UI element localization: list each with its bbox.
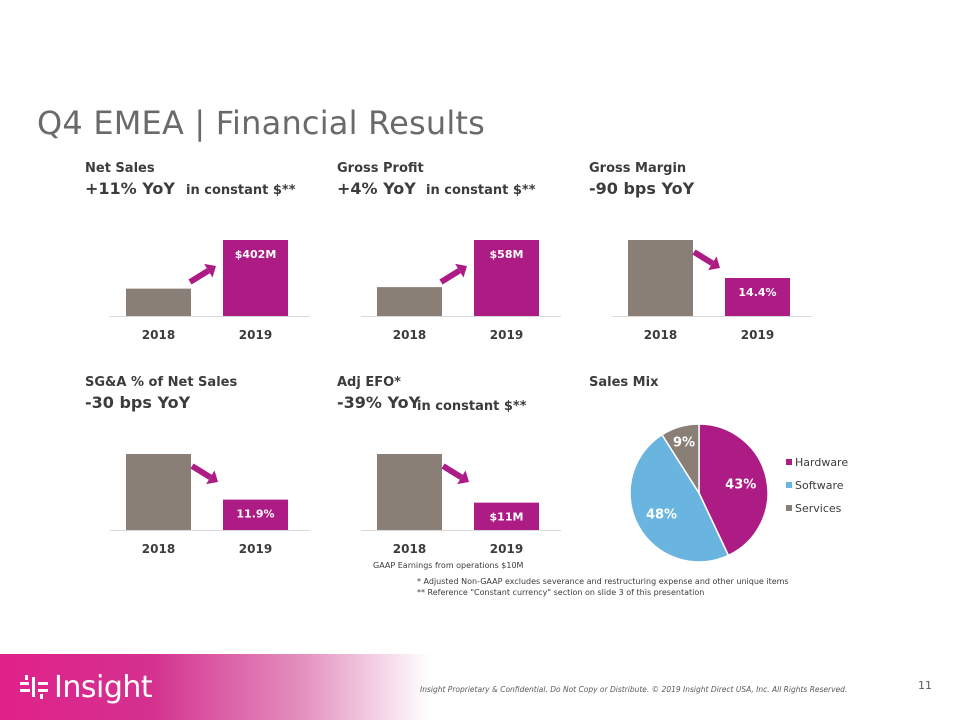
pie-slice-services [660, 423, 700, 496]
data-label: $58M [490, 248, 524, 261]
bar-2018 [126, 454, 191, 530]
category-label: 2019 [490, 328, 523, 342]
panel-adj-efo: Adj EFO* -39% YoY in constant $** [337, 375, 577, 575]
panel-net-sales: Net Sales +11% YoY in constant $** [85, 161, 325, 361]
trend-down-arrow-icon [190, 463, 218, 485]
pie-slice-hardware [698, 423, 769, 557]
category-label: 2018 [644, 328, 677, 342]
pie-slice-software [629, 433, 730, 563]
metric-label: Adj EFO* [337, 375, 401, 390]
metric-value: +4% YoY [337, 179, 416, 198]
footnote: ** Reference "Constant currency" section… [417, 588, 705, 597]
trend-down-arrow-icon [441, 463, 469, 485]
footer-band [0, 654, 430, 720]
category-label: 2019 [741, 328, 774, 342]
panel-gross-margin: Gross Margin -90 bps YoY [589, 161, 829, 361]
insight-logo: Insight [20, 667, 153, 707]
bar-2019 [223, 499, 288, 530]
category-label: 2018 [393, 328, 426, 342]
trend-up-arrow-icon [439, 263, 467, 285]
bar-2018 [628, 240, 693, 316]
bar-2019 [474, 240, 539, 316]
legend-swatch [786, 459, 792, 465]
data-label: $11M [490, 511, 524, 524]
metric-value: -90 bps YoY [589, 179, 695, 198]
category-label: 2018 [393, 542, 426, 556]
metric-label: Net Sales [85, 161, 155, 176]
footnote: * Adjusted Non-GAAP excludes severance a… [417, 577, 789, 586]
metric-label: SG&A % of Net Sales [85, 375, 238, 390]
gaap-note: GAAP Earnings from operations $10M [373, 561, 524, 570]
bar-2019 [223, 240, 288, 316]
metric-value: -39% YoY [337, 393, 421, 412]
category-label: 2019 [239, 542, 272, 556]
footnotes: * Adjusted Non-GAAP excludes severance a… [417, 576, 789, 598]
legend-swatch [786, 482, 792, 488]
category-label: 2018 [142, 542, 175, 556]
metric-label: Sales Mix [589, 375, 659, 390]
panel-sales-mix: Sales Mix [589, 375, 829, 395]
metric-value: +11% YoY [85, 179, 175, 198]
net-sales-chart: 2018 $402M 2019 [110, 240, 310, 342]
adj-efo-chart: 2018 $11M 2019 [361, 454, 561, 556]
bar-2019 [474, 502, 539, 530]
data-label: 11.9% [236, 508, 274, 521]
legend-entry: Software [795, 479, 844, 492]
page-title: Q4 EMEA | Financial Results [37, 104, 486, 142]
insight-logo-icon [20, 675, 48, 699]
pie-label: 48% [646, 508, 677, 523]
sales-mix-pie-chart: 43% 48% 9% Hardware Software Services [629, 423, 848, 563]
data-label: 14.4% [738, 286, 776, 299]
insight-logo-text: Insight [54, 669, 153, 705]
pie-label: 9% [673, 435, 695, 450]
metric-label: Gross Profit [337, 161, 424, 176]
pie-label: 43% [725, 478, 756, 493]
bar-2018 [377, 287, 442, 316]
category-label: 2019 [239, 328, 272, 342]
confidentiality-notice: Insight Proprietary & Confidential. Do N… [420, 685, 848, 694]
metric-note: in constant $** [186, 183, 296, 198]
metric-note: in constant $** [426, 183, 536, 198]
metric-note: in constant $** [417, 399, 527, 414]
sga-chart: 2018 11.9% 2019 [110, 454, 310, 556]
bar-2018 [377, 454, 442, 530]
data-label: $402M [235, 248, 277, 261]
legend-swatch [786, 505, 792, 511]
bar-2019 [725, 278, 790, 316]
category-label: 2018 [142, 328, 175, 342]
trend-down-arrow-icon [692, 249, 720, 271]
panel-gross-profit: Gross Profit +4% YoY in constant $** [337, 161, 577, 361]
metric-value: -30 bps YoY [85, 393, 191, 412]
gross-profit-chart: 2018 $58M 2019 [361, 240, 561, 342]
bar-2018 [126, 288, 191, 316]
legend-entry: Services [795, 502, 842, 515]
trend-up-arrow-icon [188, 263, 216, 285]
page-number: 11 [918, 679, 932, 692]
panel-sga: SG&A % of Net Sales -30 bps YoY [85, 375, 325, 575]
metric-label: Gross Margin [589, 161, 687, 176]
legend-entry: Hardware [795, 456, 848, 469]
category-label: 2019 [490, 542, 523, 556]
gross-margin-chart: 2018 14.4% 2019 [612, 240, 812, 342]
